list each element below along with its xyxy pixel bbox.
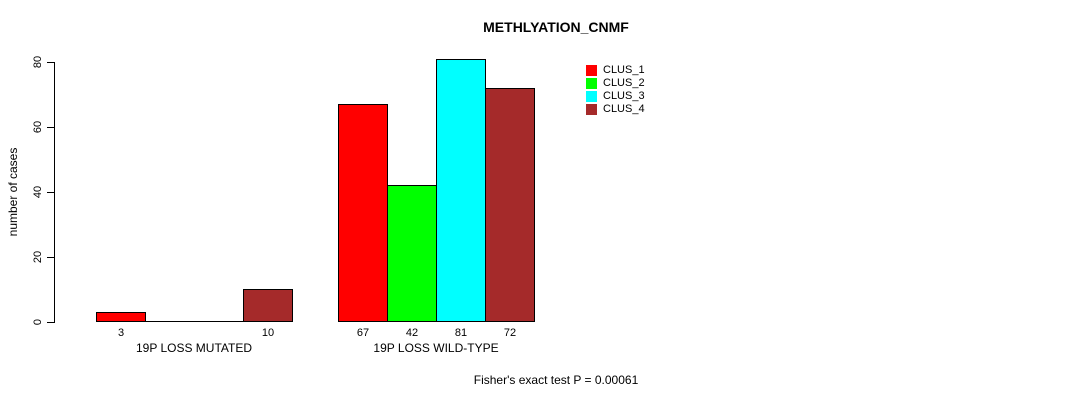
y-tick-label: 20: [32, 250, 44, 264]
y-axis-label: number of cases: [6, 147, 20, 237]
bar-value-label: 72: [503, 327, 517, 339]
y-tick-mark: [47, 257, 54, 258]
bar-clus_3-group1-zero: [194, 321, 244, 322]
bar-clus_1-group1: [96, 312, 146, 322]
y-tick-label: 40: [32, 185, 44, 199]
bar-clus_4-group2: [485, 88, 535, 322]
legend-item: CLUS_2: [586, 77, 645, 90]
bar-clus_2-group1-zero: [145, 321, 195, 322]
y-tick-label: 0: [32, 318, 44, 326]
chart-title: METHLYATION_CNMF: [483, 19, 629, 35]
legend-label: CLUS_2: [603, 77, 645, 89]
y-tick-label: 60: [32, 120, 44, 134]
legend-swatch-clus_1: [586, 65, 597, 76]
legend-swatch-clus_3: [586, 91, 597, 102]
fisher-test-annotation: Fisher's exact test P = 0.00061: [473, 373, 639, 387]
y-tick-mark: [47, 127, 54, 128]
bar-value-label: 10: [261, 327, 275, 339]
legend-item: CLUS_3: [586, 90, 645, 103]
legend-label: CLUS_3: [603, 90, 645, 102]
legend-item: CLUS_1: [586, 64, 645, 77]
legend-swatch-clus_4: [586, 104, 597, 115]
x-category-label: 19P LOSS WILD-TYPE: [373, 341, 499, 355]
y-tick-mark: [47, 62, 54, 63]
x-category-label: 19P LOSS MUTATED: [135, 341, 253, 355]
legend-label: CLUS_1: [603, 64, 645, 76]
bar-clus_2-group2: [387, 185, 437, 322]
bar-clus_3-group2: [436, 59, 486, 322]
bar-value-label: 67: [356, 327, 370, 339]
bar-clus_1-group2: [338, 104, 388, 322]
y-tick-mark: [47, 192, 54, 193]
y-axis-line: [54, 62, 55, 323]
bar-value-label: 81: [454, 327, 468, 339]
bar-value-label: 3: [117, 327, 125, 339]
bar-clus_4-group1: [243, 289, 293, 322]
y-tick-mark: [47, 322, 54, 323]
y-tick-label: 80: [32, 55, 44, 69]
legend-item: CLUS_4: [586, 103, 645, 116]
bar-value-label: 42: [405, 327, 419, 339]
legend: CLUS_1 CLUS_2 CLUS_3 CLUS_4: [586, 64, 645, 116]
legend-swatch-clus_2: [586, 78, 597, 89]
legend-label: CLUS_4: [603, 103, 645, 115]
